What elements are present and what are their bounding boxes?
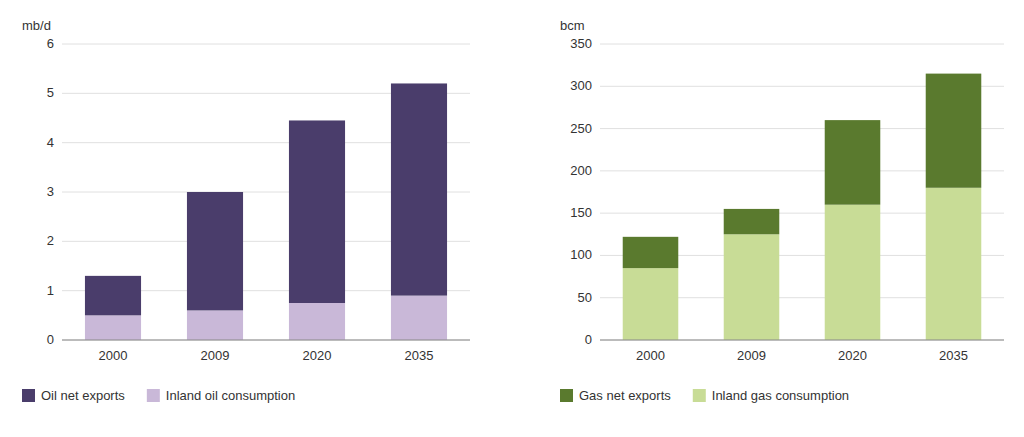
grid-line [62,44,470,45]
bars [85,83,447,340]
x-tick-label: 2009 [737,348,766,363]
legend-swatch [560,389,573,402]
x-axis-line [600,340,1004,341]
y-tick-label: 300 [570,78,592,93]
y-tick-label: 4 [47,135,54,150]
bar [926,74,982,188]
x-tick-label: 2020 [303,348,332,363]
x-tick-label: 2000 [99,348,128,363]
grid-line [600,44,1004,45]
y-tick-label: 50 [578,290,592,305]
legend-label: Inland oil consumption [166,388,295,403]
bar [85,276,141,315]
y-tick-label: 6 [47,36,54,51]
bar [623,237,679,268]
bar [825,205,881,340]
legend: Oil net exports Inland oil consumption [22,388,295,403]
bar [724,234,780,340]
y-tick-label: 0 [47,332,54,347]
figure: 0123456mb/d2000200920202035Oil net expor… [0,0,1024,437]
x-tick-label: 2000 [636,348,665,363]
legend-label: Gas net exports [579,388,671,403]
x-axis-line [62,340,470,341]
y-tick-label: 150 [570,205,592,220]
bar [289,303,345,340]
x-tick-label: 2020 [838,348,867,363]
legend-swatch [22,389,35,402]
legend-swatch [693,389,706,402]
x-tick-label: 2035 [939,348,968,363]
bar [85,315,141,340]
legend-label: Oil net exports [41,388,125,403]
bar [289,120,345,303]
bar [187,310,243,340]
legend-swatch [147,389,160,402]
y-axis-label: mb/d [22,18,51,33]
x-tick-label: 2035 [405,348,434,363]
bar [724,209,780,234]
bar [825,120,881,205]
y-axis-label: bcm [560,18,585,33]
bar [391,296,447,340]
y-tick-label: 5 [47,85,54,100]
y-tick-label: 0 [585,332,592,347]
bars [623,74,982,340]
chart-panel: 0 1 2 3 4 5 6 mb/d 2000 2009 2020 2035 Oil net expor… [22,18,470,403]
bar [926,188,982,340]
bar [391,83,447,295]
y-tick-label: 1 [47,283,54,298]
y-tick-label: 3 [47,184,54,199]
y-tick-label: 2 [47,233,54,248]
y-tick-label: 100 [570,247,592,262]
grid-line [62,340,470,341]
legend-label: Inland gas consumption [712,388,849,403]
x-tick-label: 2009 [201,348,230,363]
y-tick-label: 200 [570,163,592,178]
y-tick-label: 250 [570,121,592,136]
legend: Gas net exports Inland gas consumption [560,388,849,403]
grid-line [600,340,1004,341]
y-tick-label: 350 [570,36,592,51]
bar [623,268,679,340]
chart-panel: 0 50 100 150 200 250 300 350 bcm 2000 2009 2020 2035… [560,18,1004,403]
bar [187,192,243,310]
